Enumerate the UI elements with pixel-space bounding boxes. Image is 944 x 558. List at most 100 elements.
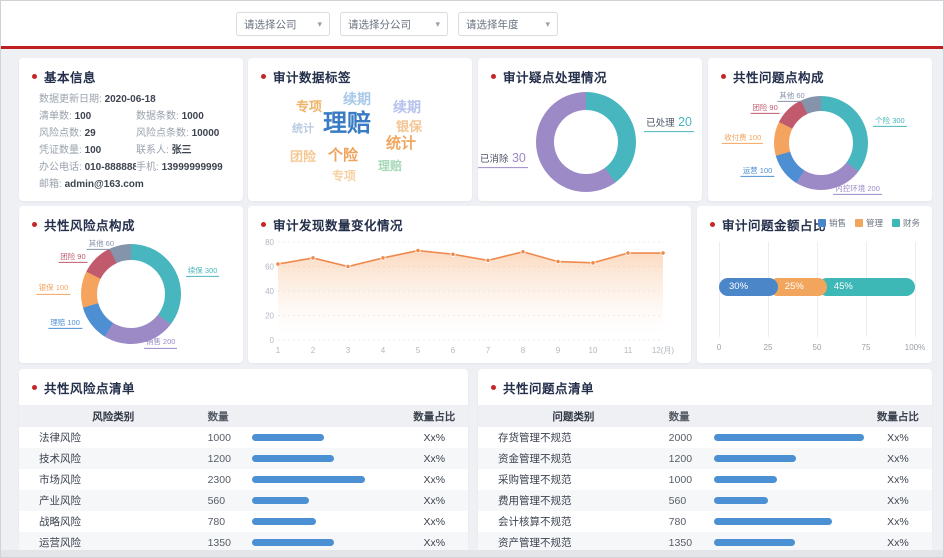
tag-word: 续期 (393, 99, 421, 115)
tag-word: 统计 (292, 123, 314, 135)
row-percent: Xx% (887, 494, 909, 507)
info-field-label: 风险点条数 (136, 128, 192, 139)
value-bar (714, 476, 777, 483)
row-value: 2000 (668, 431, 693, 444)
row-bar-cell (714, 518, 864, 525)
row-percent: Xx% (887, 452, 909, 465)
year-select-placeholder: 请选择年度 (466, 18, 519, 31)
bullet-icon (32, 74, 37, 79)
row-category: 技术风险 (39, 453, 81, 465)
table-row: 技术风险 1200 Xx% (19, 448, 468, 469)
panel-title: 审计发现数量变化情况 (273, 219, 404, 233)
svg-text:60: 60 (265, 263, 274, 272)
row-percent: Xx% (423, 431, 446, 444)
stacked-bar: 30% 25% 45% (719, 278, 915, 296)
info-field-value: 13999999999 (161, 162, 223, 173)
legend-swatch (891, 219, 900, 227)
table-row: 运营风险 1350 Xx% (19, 532, 468, 553)
header-divider (1, 46, 943, 49)
row-percent: Xx% (423, 473, 446, 486)
panel-title: 审计数据标签 (273, 71, 352, 85)
panel-title: 共性问题点清单 (503, 382, 595, 396)
company-select[interactable]: 请选择公司 ▾ (236, 12, 330, 36)
info-field: 联系人张三 (136, 144, 233, 158)
row-category: 运营风险 (39, 537, 81, 549)
donut-label: 内控环境 200 (833, 184, 882, 195)
svg-text:3: 3 (346, 346, 351, 355)
info-field-label: 风险点数 (39, 128, 85, 139)
row-value: 1000 (207, 431, 231, 444)
filter-bar: 请选择公司 ▾ 请选择分公司 ▾ 请选择年度 ▾ (1, 1, 943, 46)
data-point (345, 263, 351, 270)
donut-label: 运营 100 (740, 166, 775, 177)
axis-tick-label: 75 (861, 343, 871, 352)
info-field-label: 数据更新日期 (39, 94, 105, 105)
info-field-label: 清单数 (39, 111, 75, 122)
panel-title: 审计疑点处理情况 (503, 71, 608, 85)
row-bar-cell (252, 539, 400, 546)
info-field: 数据更新日期2020-06-18 (39, 93, 233, 107)
row-percent: Xx% (887, 473, 909, 486)
year-select[interactable]: 请选择年度 ▾ (458, 12, 558, 36)
bullet-icon (491, 74, 496, 79)
info-field-label: 联系人 (136, 145, 172, 156)
gridline (915, 242, 916, 337)
donut-hole (97, 260, 165, 328)
data-point (555, 258, 561, 265)
donut-label: 其他 60 (777, 91, 807, 102)
panel-issue-list: 共性问题点清单 问题类别 数量 数量占比 存货管理不规范 2000 Xx% 资金管理不规范 1… (478, 369, 932, 553)
info-field: 风险点数29 (39, 127, 136, 141)
row-value: 560 (207, 494, 226, 507)
panel-title: 基本信息 (44, 71, 97, 85)
bullet-icon (261, 222, 266, 227)
tag-word: 专项 (296, 99, 323, 114)
svg-text:12(月): 12(月) (652, 346, 675, 355)
value-bar (714, 434, 864, 441)
info-field-value: admin@163.com (64, 179, 144, 190)
doubt-donut-chart: 已处理 20 已消除 30 (477, 92, 695, 192)
info-field-label: 邮箱 (39, 179, 65, 190)
branch-select[interactable]: 请选择分公司 ▾ (340, 12, 448, 36)
value-bar (714, 518, 833, 525)
row-bar-cell (714, 476, 864, 483)
table-row: 法律风险 1000 Xx% (19, 427, 468, 448)
row-bar-cell (714, 455, 864, 462)
value-bar (714, 539, 795, 546)
row-bar-cell (714, 539, 864, 546)
bar-segment: 25% (768, 278, 827, 296)
info-field-label: 凭证数量 (39, 145, 85, 156)
bar-segment: 30% (719, 278, 778, 296)
tag-word: 理赔 (378, 159, 403, 173)
svg-text:7: 7 (486, 346, 491, 355)
svg-text:0: 0 (270, 336, 275, 345)
column-header: 数量 (207, 410, 229, 423)
column-header: 问题类别 (552, 410, 595, 423)
info-field: 凭证数量100 (39, 144, 136, 158)
table-row: 采购管理不规范 1000 Xx% (478, 469, 932, 490)
row-percent: Xx% (423, 494, 446, 507)
table-header-row: 风险类别 数量 数量占比 (19, 405, 468, 427)
donut-label: 银保 100 (36, 284, 71, 295)
axis-tick-label: 0 (716, 343, 722, 352)
donut-label-name: 已消除 (479, 154, 509, 166)
bar-segment: 45% (817, 278, 915, 296)
tag-word: 统计 (386, 135, 417, 152)
value-bar (714, 455, 797, 462)
row-category: 会计核算不规范 (498, 516, 572, 528)
legend-item: 管理 (854, 217, 883, 229)
panel-amount-ratio: 审计问题金额占比 销售 管理 财务 30% 25% 45% 0 25 50 75 100% (697, 206, 932, 363)
legend-label: 销售 (828, 218, 846, 228)
panel-risk-composition: 共性风险点构成 续保 300 销售 200 理赔 100 银保 100 团险 90 其他 … (19, 206, 243, 363)
donut-label: 已处理 20 (644, 115, 695, 132)
svg-text:9: 9 (556, 346, 561, 355)
svg-text:10: 10 (589, 346, 598, 355)
donut-label: 已消除 30 (477, 151, 528, 169)
bullet-icon (710, 222, 715, 227)
row-percent: Xx% (887, 431, 909, 444)
tag-word: 专项 (332, 169, 357, 183)
data-point (450, 251, 456, 257)
info-field: 邮箱admin@163.com (39, 178, 233, 192)
column-header: 数量占比 (413, 410, 456, 423)
basic-info-fields: 数据更新日期2020-06-18清单数100数据条数1000风险点数29风险点条… (19, 86, 243, 192)
donut-label: 团险 90 (750, 103, 780, 115)
